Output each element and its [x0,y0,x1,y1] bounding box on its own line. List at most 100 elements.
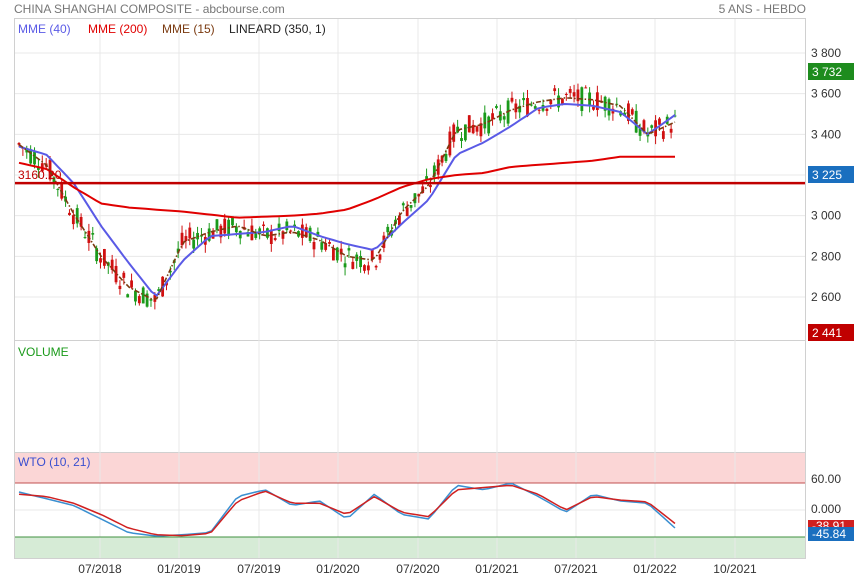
support-label: 3160.20 [18,168,62,182]
x-tick-2: 07/2019 [237,562,281,576]
candle-body [658,118,661,125]
badge-low-text: 2 441 [812,326,842,340]
candle-body [285,221,289,231]
candle-body [149,299,153,301]
candle-body [83,237,87,239]
candle-body [483,112,487,129]
candle-body [176,248,180,253]
candle-body [300,224,304,238]
candle-body [603,96,607,111]
x-tick-3: 01/2020 [316,562,360,576]
wto-badge-line1-text: -45.84 [812,527,846,541]
candle-body [440,155,444,163]
badge-high-text: 3 732 [812,65,842,79]
candle-body [277,223,281,231]
wto-overbought-zone [15,453,805,483]
candle-body [405,207,409,216]
candle-body [25,148,29,153]
ma-line-0 [18,102,676,297]
price-tick-0: 3 800 [811,46,841,60]
candle-body [52,177,56,183]
candle-body [471,124,475,134]
legend: MME (40) MME (200) MME (15) LINEARD (350… [18,22,326,36]
candle-body [646,134,650,137]
volume-label: VOLUME [18,345,69,359]
wto-oversold-zone [15,537,805,558]
candle-body [557,95,560,108]
candle-body [502,116,506,120]
wto-line-0 [18,482,676,537]
candle-body [630,109,634,115]
candle-body [91,233,95,235]
candle-body [444,153,448,162]
candle-body [137,296,141,304]
candle-body [347,248,351,251]
wto-tick-60: 60.00 [811,472,841,486]
candle-body [289,230,293,232]
wto-lines [18,482,676,537]
candle-body [568,88,572,93]
candle-body [592,106,595,110]
legend-mme15: MME (15) [162,22,215,36]
candle-body [234,226,238,233]
candle-body [522,97,526,101]
candle-body [475,126,479,132]
candle-body [254,231,258,238]
wto-badge-line1: -45.84 [808,527,854,541]
candle-body [141,287,145,304]
candle-body [312,241,316,250]
wto-label: WTO (10, 21) [18,455,90,469]
candle-body [495,106,498,108]
candle-body [526,98,529,117]
price-tick-5: 2 600 [811,290,841,304]
candle-body [529,104,533,106]
price-panel [14,18,806,341]
wto-line-1 [18,484,676,537]
candle-body [533,106,537,109]
candle-body [452,124,456,142]
x-tick-6: 07/2021 [554,562,598,576]
price-y-ticks: 3 800 3 600 3 400 3 000 2 800 2 600 [811,46,841,304]
candle-body [122,272,126,278]
candle-body [429,185,432,188]
candle-body [463,124,467,141]
price-tick-3: 3 000 [811,209,841,223]
price-tick-1: 3 600 [811,87,841,101]
candle-body [351,261,355,269]
legend-mme40: MME (40) [18,22,71,36]
candle-body [479,123,483,137]
candle-body [572,92,576,97]
candle-body [258,228,262,235]
candle-body [638,128,642,136]
candle-body [510,97,514,102]
candle-body [207,228,211,241]
x-tick-1: 01/2019 [157,562,201,576]
candle-body [48,159,52,180]
candle-body [355,254,359,261]
candle-body [188,227,192,239]
candle-body [269,229,273,244]
candle-body [219,225,223,238]
candle-body [33,151,36,165]
ma-line-1 [18,155,675,219]
candle-body [126,294,130,298]
candle-body [409,205,413,208]
candle-body [564,94,568,96]
x-tick-7: 01/2022 [633,562,677,576]
candle-body [669,128,673,133]
candle-body [168,270,172,273]
candle-body [293,224,296,227]
candle-body [343,263,347,268]
candle-body [425,176,428,181]
candle-body [432,165,436,177]
candle-body [595,92,599,111]
candle-body [378,254,382,260]
candle-body [75,208,79,224]
wto-tick-0: 0.000 [811,502,841,516]
candle-body [650,125,654,128]
candle-body [661,131,665,139]
x-axis-ticks: 07/2018 01/2019 07/2019 01/2020 07/2020 01/20… [78,562,757,576]
candle-body [211,230,215,239]
candle-body [180,232,184,246]
